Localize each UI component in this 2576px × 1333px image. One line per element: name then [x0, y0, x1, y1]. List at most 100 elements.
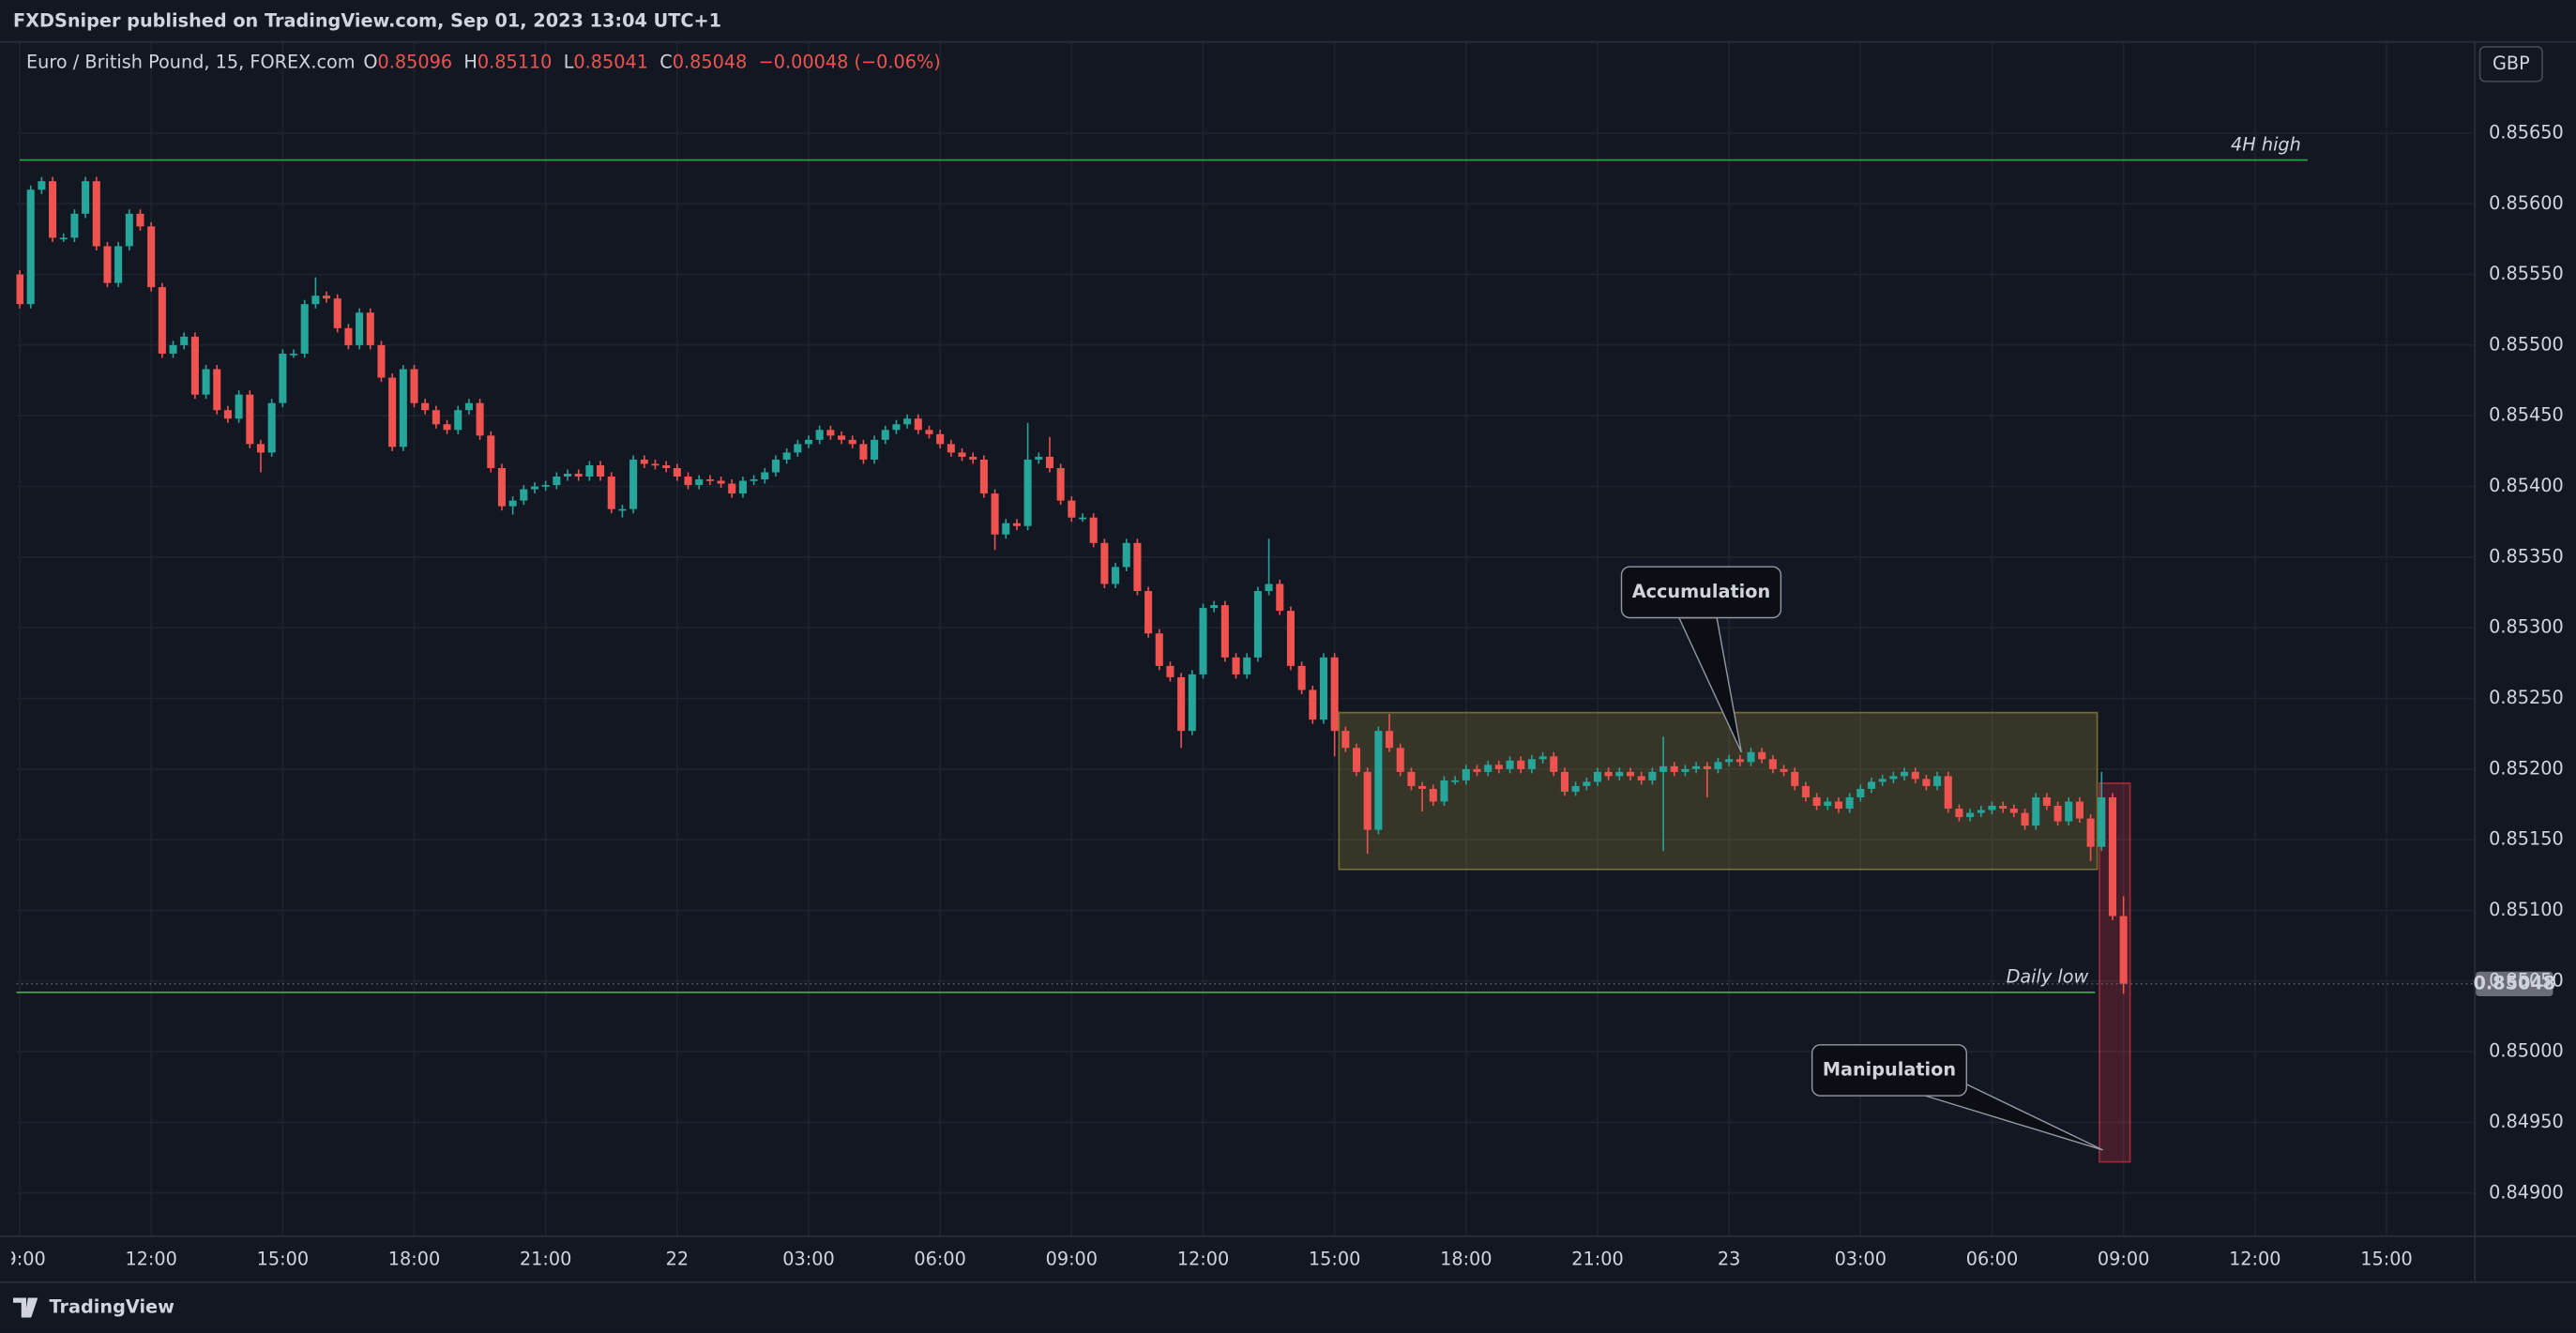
candle-body — [213, 369, 221, 411]
candle-body — [925, 430, 933, 434]
candle-body — [1023, 459, 1032, 526]
y-tick-label: 0.85100 — [2489, 899, 2564, 920]
candle-body — [344, 327, 353, 345]
candle-body — [1309, 689, 1317, 720]
ohlc-key: O — [363, 51, 377, 72]
candle-body — [1407, 771, 1416, 786]
candle-body — [1670, 765, 1678, 772]
candle-body — [1418, 785, 1427, 789]
candle-body — [1659, 765, 1668, 772]
candle-body — [564, 474, 572, 477]
x-tick-label: 12:00 — [1177, 1249, 1229, 1270]
y-tick-label: 0.85650 — [2489, 121, 2564, 143]
x-tick-label: 09:00 — [2098, 1249, 2149, 1270]
ohlc-key: L — [564, 51, 574, 72]
candle-body — [1845, 796, 1854, 810]
candle-body — [1637, 776, 1645, 780]
candle-body — [180, 336, 189, 345]
candle-body — [947, 444, 955, 453]
candle-body — [1341, 731, 1350, 749]
x-tick-label: 15:00 — [257, 1249, 309, 1270]
candle-body — [421, 402, 430, 411]
candle-body — [815, 430, 824, 440]
candle-body — [1703, 765, 1711, 769]
candle-body — [1112, 567, 1120, 584]
candle-body — [1494, 765, 1503, 769]
candle-body — [388, 377, 397, 447]
candle-body — [82, 181, 90, 214]
callout-label: Accumulation — [1632, 581, 1771, 602]
y-tick-label: 0.85600 — [2489, 192, 2564, 214]
y-tick-label: 0.84900 — [2489, 1181, 2564, 1203]
candle-body — [892, 424, 901, 431]
x-tick-label: 12:00 — [2229, 1249, 2281, 1270]
candle-body — [1429, 788, 1437, 802]
candle-body — [1220, 605, 1229, 658]
candle-body — [1352, 748, 1361, 772]
candle-body — [2119, 916, 2128, 984]
x-tick-label: 15:00 — [2360, 1249, 2412, 1270]
candle-body — [487, 435, 495, 468]
x-tick-label: 18:00 — [388, 1249, 440, 1270]
candle-body — [410, 369, 418, 403]
last-price-label: 0.85048 — [2473, 972, 2555, 993]
candle-body — [38, 181, 46, 190]
currency-label[interactable]: GBP — [2493, 53, 2530, 74]
change-value: −0.00048 (−0.06%) — [759, 51, 941, 72]
candle-body — [2065, 801, 2073, 822]
candle-body — [235, 394, 243, 419]
candle-body — [1867, 781, 1876, 789]
candle-body — [629, 459, 638, 509]
candle-body — [1253, 591, 1262, 658]
candle-body — [1386, 731, 1394, 749]
symbol-legend: Euro / British Pound, 15, FOREX.com O0.85… — [26, 51, 941, 72]
candle-body — [1593, 771, 1602, 782]
candle-body — [1856, 788, 1865, 797]
candle-body — [1286, 611, 1295, 666]
candle-body — [1735, 759, 1744, 763]
x-tick-label: 22 — [666, 1249, 689, 1270]
candle-body — [1681, 768, 1690, 772]
candle-body — [1035, 456, 1043, 460]
price-axis: 0.84900 0.84950 0.85000 0.85050 0.85100 0.851… — [2489, 121, 2564, 1203]
callout-box — [1811, 1044, 1967, 1097]
candle-body — [553, 477, 561, 486]
candle-body — [399, 369, 407, 447]
candle-body — [2032, 796, 2040, 826]
x-tick-label: 03:00 — [1835, 1249, 1887, 1270]
candle-body — [794, 444, 802, 453]
candle-body — [300, 304, 309, 354]
candle-body — [1527, 759, 1536, 769]
x-tick-label: 15:00 — [1309, 1249, 1360, 1270]
publisher-line: FXDSniper published on TradingView.com, … — [13, 9, 721, 31]
candle-body — [125, 213, 133, 247]
candle-body — [1966, 812, 1975, 818]
time-axis: 09:00 12:00 15:00 18:00 21:00 22 03:00 06:00 09:… — [11, 1249, 2412, 1270]
candle-body — [190, 336, 199, 395]
candle-body — [2009, 809, 2018, 813]
y-tick-label: 0.85050 — [2489, 969, 2564, 991]
candle-body — [1889, 776, 1898, 780]
candle-body — [717, 480, 725, 484]
candle-body — [1571, 785, 1580, 792]
candle-body — [574, 474, 583, 477]
candle-body — [1768, 759, 1777, 769]
ohlc-key: H — [463, 51, 477, 72]
candle-body — [1901, 771, 1909, 777]
y-tick-label: 0.85200 — [2489, 757, 2564, 779]
candle-body — [1265, 583, 1273, 592]
candle-body — [2086, 818, 2095, 847]
candle-body — [771, 459, 780, 473]
candle-body — [443, 424, 451, 431]
candle-body — [1078, 517, 1087, 520]
y-tick-label: 0.85300 — [2489, 616, 2564, 638]
ohlc-value: 0.85110 — [477, 51, 553, 72]
candle-body — [1538, 756, 1547, 760]
x-tick-label: 18:00 — [1440, 1249, 1492, 1270]
candle-body — [673, 467, 681, 477]
candle-body — [848, 439, 856, 445]
y-tick-label: 0.85000 — [2489, 1040, 2564, 1062]
currency-button[interactable] — [2478, 46, 2543, 83]
ohlc-value: 0.85048 — [673, 51, 748, 72]
